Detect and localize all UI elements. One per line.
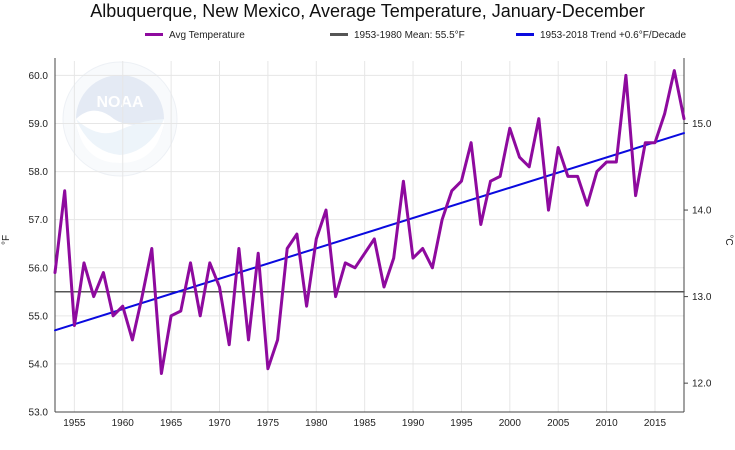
x-tick-label: 2005 [547, 418, 570, 429]
y-tick-label-left: 58.0 [29, 167, 49, 178]
x-tick-label: 1960 [112, 418, 135, 429]
tick-labels: 1955 1960 1965 1970 1975 1980 1985 1990 1995 2000… [29, 71, 712, 429]
y-axis-title-right: °C [723, 234, 734, 245]
x-tick-label: 1965 [160, 418, 183, 429]
y-tick-label-right: 13.0 [692, 292, 712, 303]
trend-line [54, 132, 685, 332]
y-tick-label-left: 56.0 [29, 263, 49, 274]
y-tick-label-left: 57.0 [29, 215, 49, 226]
x-tick-label: 1975 [257, 418, 280, 429]
legend-item-avg-temperature[interactable]: Avg Temperature [145, 29, 245, 43]
legend-item-mean[interactable]: 1953-1980 Mean: 55.5°F [330, 29, 465, 43]
chart-title: Albuquerque, New Mexico, Average Tempera… [90, 1, 645, 21]
legend: Avg Temperature 1953-1980 Mean: 55.5°F 1… [0, 29, 735, 43]
x-tick-label: 1995 [450, 418, 473, 429]
x-tick-label: 2000 [499, 418, 522, 429]
legend-label-avg-temperature: Avg Temperature [169, 30, 245, 41]
x-tick-label: 1980 [305, 418, 328, 429]
legend-swatch-mean [330, 32, 348, 36]
y-tick-label-right: 12.0 [692, 379, 712, 390]
legend-swatch-trend [516, 32, 534, 36]
y-tick-label-left: 55.0 [29, 311, 49, 322]
x-tick-label: 2015 [644, 418, 667, 429]
y-axis-title-left: °F [1, 235, 12, 245]
y-tick-label-left: 59.0 [29, 119, 49, 130]
svg-text:NOAA: NOAA [96, 94, 144, 111]
legend-label-trend: 1953-2018 Trend +0.6°F/Decade [540, 30, 687, 41]
noaa-logo-watermark: NOAA [62, 61, 178, 177]
x-tick-label: 1990 [402, 418, 425, 429]
y-tick-label-right: 14.0 [692, 206, 712, 217]
legend-item-trend[interactable]: 1953-2018 Trend +0.6°F/Decade [516, 29, 686, 43]
y-tick-label-left: 53.0 [29, 408, 49, 419]
y-tick-label-left: 54.0 [29, 359, 49, 370]
legend-swatch-avg-temperature [145, 32, 163, 36]
avg-temperature-line [53, 69, 686, 375]
x-tick-label: 2010 [595, 418, 618, 429]
y-tick-label-left: 60.0 [29, 71, 49, 82]
x-tick-label: 1970 [208, 418, 231, 429]
x-tick-label: 1985 [354, 418, 377, 429]
y-tick-label-right: 15.0 [692, 119, 712, 130]
x-tick-label: 1955 [63, 418, 86, 429]
legend-label-mean: 1953-1980 Mean: 55.5°F [354, 30, 465, 41]
series-layer [53, 69, 686, 375]
